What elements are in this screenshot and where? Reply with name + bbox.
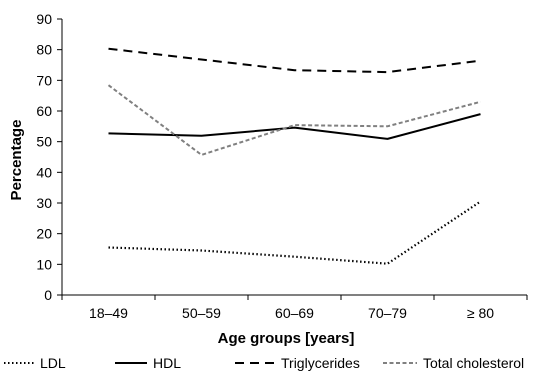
x-tick-label: 60–69 bbox=[275, 305, 314, 321]
labels-layer: Age groups [years] Percentage bbox=[8, 120, 354, 347]
x-tick-label: 70–79 bbox=[368, 305, 407, 321]
y-tick-label: 90 bbox=[36, 11, 52, 27]
x-tick-label: ≥ 80 bbox=[467, 305, 494, 321]
y-tick-label: 0 bbox=[44, 287, 52, 303]
y-tick-label: 60 bbox=[36, 103, 52, 119]
y-tick-label: 10 bbox=[36, 256, 52, 272]
y-axis-title: Percentage bbox=[8, 120, 25, 201]
y-tick-label: 50 bbox=[36, 134, 52, 150]
series-line-total-cholesterol bbox=[107, 84, 481, 156]
series-line-triglycerides bbox=[108, 47, 481, 74]
legend-label: LDL bbox=[40, 355, 66, 371]
y-tick-label: 40 bbox=[36, 164, 52, 180]
y-tick-label: 30 bbox=[36, 195, 52, 211]
series-line-ldl bbox=[108, 200, 482, 265]
legend-label: Total cholesterol bbox=[423, 355, 524, 371]
x-tick-label: 18–49 bbox=[89, 305, 128, 321]
y-tick-label: 70 bbox=[36, 72, 52, 88]
legend: LDL HDL Triglycerides Total cholesterol bbox=[4, 355, 524, 371]
legend-label: HDL bbox=[153, 355, 181, 371]
x-axis-title: Age groups [years] bbox=[218, 330, 355, 347]
series-line-hdl bbox=[108, 113, 481, 140]
x-tick-label: 50–59 bbox=[182, 305, 221, 321]
y-tick-label: 80 bbox=[36, 42, 52, 58]
y-tick-label: 20 bbox=[36, 226, 52, 242]
legend-label: Triglycerides bbox=[281, 355, 360, 371]
axes-layer: 0 10 20 30 40 50 60 70 80 90 18–49 50–59 60–69 70–79 ≥… bbox=[36, 11, 528, 321]
series-layer bbox=[107, 47, 482, 265]
